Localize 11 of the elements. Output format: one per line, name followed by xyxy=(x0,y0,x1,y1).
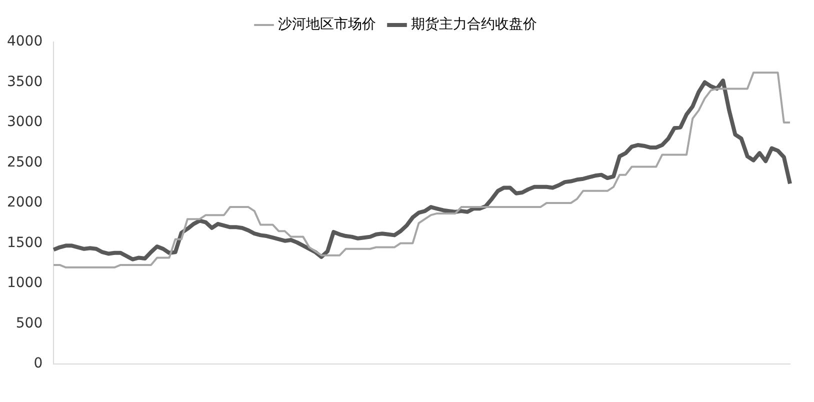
y-tick-label: 500 xyxy=(16,315,43,332)
y-tick-label: 2000 xyxy=(6,194,43,211)
y-tick-label: 4000 xyxy=(6,34,43,50)
y-tick-label: 0 xyxy=(34,356,43,372)
y-tick-label: 1000 xyxy=(6,275,43,292)
y-tick-label: 2500 xyxy=(6,154,43,170)
legend-label: 沙河地区市场价 xyxy=(278,16,376,33)
y-tick-label: 3500 xyxy=(6,74,43,90)
y-tick-label: 1500 xyxy=(6,234,43,251)
y-tick-label: 3000 xyxy=(6,114,43,130)
legend-label: 期货主力合约收盘价 xyxy=(411,16,537,33)
